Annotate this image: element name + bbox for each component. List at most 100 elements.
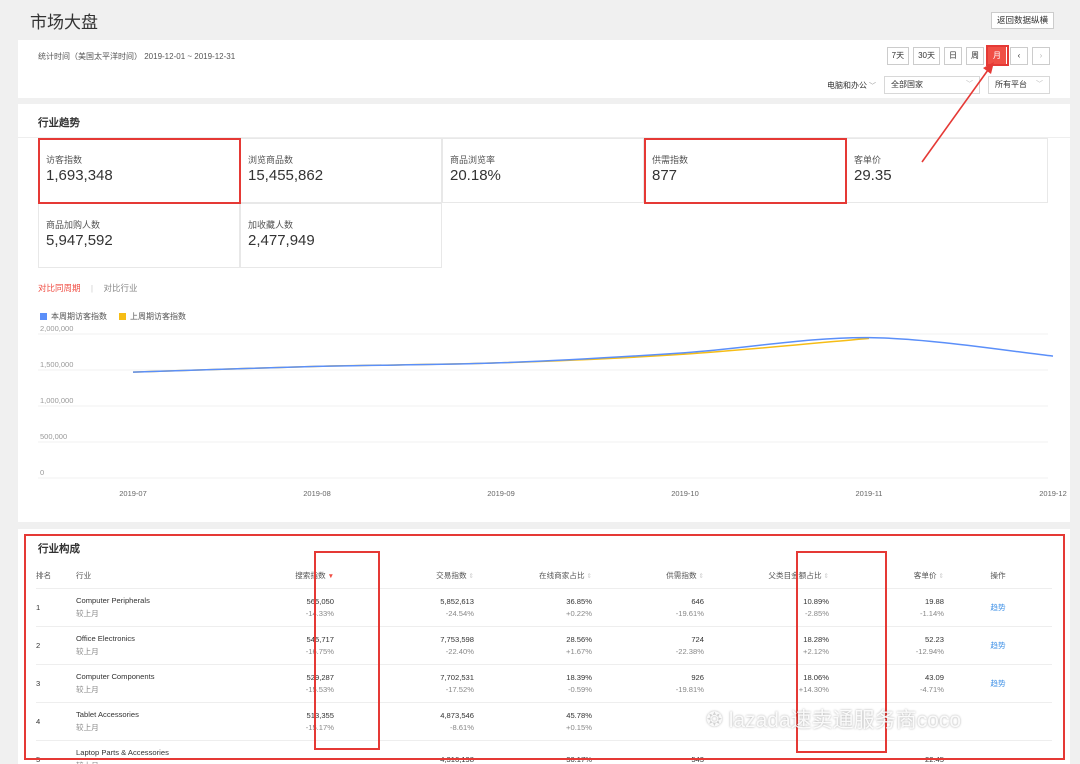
value: 10.89% <box>803 596 829 606</box>
row-aov: 22.45 <box>829 740 944 764</box>
tab-compare-period[interactable]: 对比同周期 <box>38 283 81 293</box>
value: 565,050 <box>306 596 334 606</box>
change: -16.75% <box>305 646 334 656</box>
sub-label: 较上月 <box>76 646 99 656</box>
legend-item-previous[interactable]: 上周期访客指数 <box>119 311 186 322</box>
value: 543 <box>691 754 704 764</box>
period-30d-button[interactable]: 30天 <box>913 47 940 65</box>
wechat-icon: ❂ <box>706 708 723 731</box>
value: 18.39% <box>566 672 592 682</box>
category-label: 电脑和办公 <box>827 80 868 90</box>
trend-link[interactable]: 趋势 <box>944 626 1052 665</box>
row-parent: 10.89% -2.85% <box>704 588 829 627</box>
change: -14.33% <box>305 608 334 618</box>
metric-value: 15,455,862 <box>248 167 324 184</box>
category-select[interactable]: 电脑和办公 ﹀ <box>827 80 876 91</box>
metric-value: 2,477,949 <box>248 232 315 249</box>
period-month-button[interactable]: 月 <box>988 47 1006 65</box>
row-industry: Laptop Parts & Accessories 较上月 <box>64 740 214 764</box>
trend-link[interactable]: 趋势 <box>944 664 1052 703</box>
metric-label: 加收藏人数 <box>248 220 294 230</box>
legend-label: 本周期访客指数 <box>51 312 107 321</box>
trend-link[interactable] <box>944 740 1052 764</box>
period-7d-button[interactable]: 7天 <box>886 47 910 65</box>
metric-card-visitors[interactable]: 访客指数 1,693,348 <box>38 138 240 203</box>
metric-value: 29.35 <box>854 167 892 184</box>
metric-label: 浏览商品数 <box>248 155 294 165</box>
row-merchant: 45.78% +0.15% <box>474 702 592 741</box>
chart-legend: 本周期访客指数 上周期访客指数 <box>40 311 186 322</box>
return-data-button[interactable]: 返回数据纵横 <box>990 12 1054 29</box>
legend-label: 上周期访客指数 <box>130 312 186 321</box>
col-search-index[interactable]: 搜索指数 ▼ <box>214 563 334 589</box>
col-merchant-ratio[interactable]: 在线商家占比 ⇕ <box>474 563 592 589</box>
platform-select[interactable]: 所有平台 ﹀ <box>988 76 1050 94</box>
col-label: 客单价 <box>913 570 937 580</box>
row-rank: 3 <box>36 664 64 703</box>
period-day-button[interactable]: 日 <box>944 47 962 65</box>
metric-label: 访客指数 <box>46 155 83 165</box>
metric-value: 20.18% <box>450 167 501 184</box>
change: -19.61% <box>675 608 704 618</box>
row-parent: 18.28% +2.12% <box>704 626 829 665</box>
value: 18.06% <box>803 672 829 682</box>
row-industry: Tablet Accessories 较上月 <box>64 702 214 741</box>
col-action: 操作 <box>944 563 1052 589</box>
trend-link[interactable]: 趋势 <box>944 588 1052 627</box>
value: 545,717 <box>306 634 334 644</box>
change: -24.54% <box>445 608 474 618</box>
chevron-right-icon[interactable]: › <box>1032 47 1050 65</box>
metric-card-supply-demand[interactable]: 供需指数 877 <box>644 138 846 203</box>
col-parent-amount-ratio[interactable]: 父类目金额占比 ⇕ <box>704 563 829 589</box>
filter-row: 电脑和办公 ﹀ 全部国家 ﹀ 所有平台 ﹀ <box>827 76 1050 94</box>
period-week-button[interactable]: 周 <box>966 47 984 65</box>
metric-card-browse-rate[interactable]: 商品浏览率 20.18% <box>442 138 644 203</box>
sub-label: 较上月 <box>76 608 99 618</box>
country-select[interactable]: 全部国家 ﹀ <box>884 76 980 94</box>
value: 28.56% <box>566 634 592 644</box>
row-rank: 4 <box>36 702 64 741</box>
legend-item-current[interactable]: 本周期访客指数 <box>40 311 107 322</box>
x-tick-label: 2019-09 <box>487 489 515 498</box>
col-label: 父类目金额占比 <box>768 570 822 580</box>
y-tick-label: 500,000 <box>40 432 67 441</box>
change: -22.40% <box>445 646 474 656</box>
divider <box>18 137 1070 138</box>
value: 43.09 <box>924 672 944 682</box>
metric-card-order-value[interactable]: 客单价 29.35 <box>846 138 1048 203</box>
tab-compare-industry[interactable]: 对比行业 <box>103 283 138 293</box>
col-supply-demand[interactable]: 供需指数 ⇕ <box>592 563 704 589</box>
row-parent <box>704 740 829 764</box>
col-trade-index[interactable]: 交易指数 ⇕ <box>334 563 474 589</box>
row-supply: 646 -19.61% <box>592 588 704 627</box>
sort-icon: ⇕ <box>698 572 704 580</box>
metric-card-favorites[interactable]: 加收藏人数 2,477,949 <box>240 203 442 268</box>
change: -22.38% <box>675 646 704 656</box>
change: +1.67% <box>566 646 592 656</box>
row-supply: 724 -22.38% <box>592 626 704 665</box>
metric-card-browsed-items[interactable]: 浏览商品数 15,455,862 <box>240 138 442 203</box>
value: 52.23 <box>924 634 944 644</box>
value: 529,287 <box>306 672 334 682</box>
metric-card-add-to-cart[interactable]: 商品加购人数 5,947,592 <box>38 203 240 268</box>
chevron-left-icon[interactable]: ‹ <box>1010 47 1028 65</box>
sub-label: 较上月 <box>76 684 99 694</box>
sub-label: 较上月 <box>76 722 99 732</box>
change: -1.14% <box>919 608 944 618</box>
period-selector: 7天 30天 日 周 月 ‹ › <box>886 47 1050 65</box>
industry-name: Laptop Parts & Accessories <box>76 747 169 757</box>
x-tick-label: 2019-10 <box>671 489 699 498</box>
section-title-trend: 行业趋势 <box>38 117 80 129</box>
change: -15.17% <box>305 722 334 732</box>
col-order-value[interactable]: 客单价 ⇕ <box>829 563 944 589</box>
country-value: 全部国家 <box>891 80 923 89</box>
trend-link[interactable] <box>944 702 1052 741</box>
table-row: 2 Office Electronics 较上月 545,717 -16.75% 7… <box>36 626 1052 665</box>
value: 646 <box>691 596 704 606</box>
metric-label: 商品浏览率 <box>450 155 496 165</box>
series-line-1 <box>132 337 870 373</box>
change: -17.52% <box>445 684 474 694</box>
page-title: 市场大盘 <box>30 13 98 32</box>
value: 45.78% <box>566 710 592 720</box>
value: 19.88 <box>924 596 944 606</box>
